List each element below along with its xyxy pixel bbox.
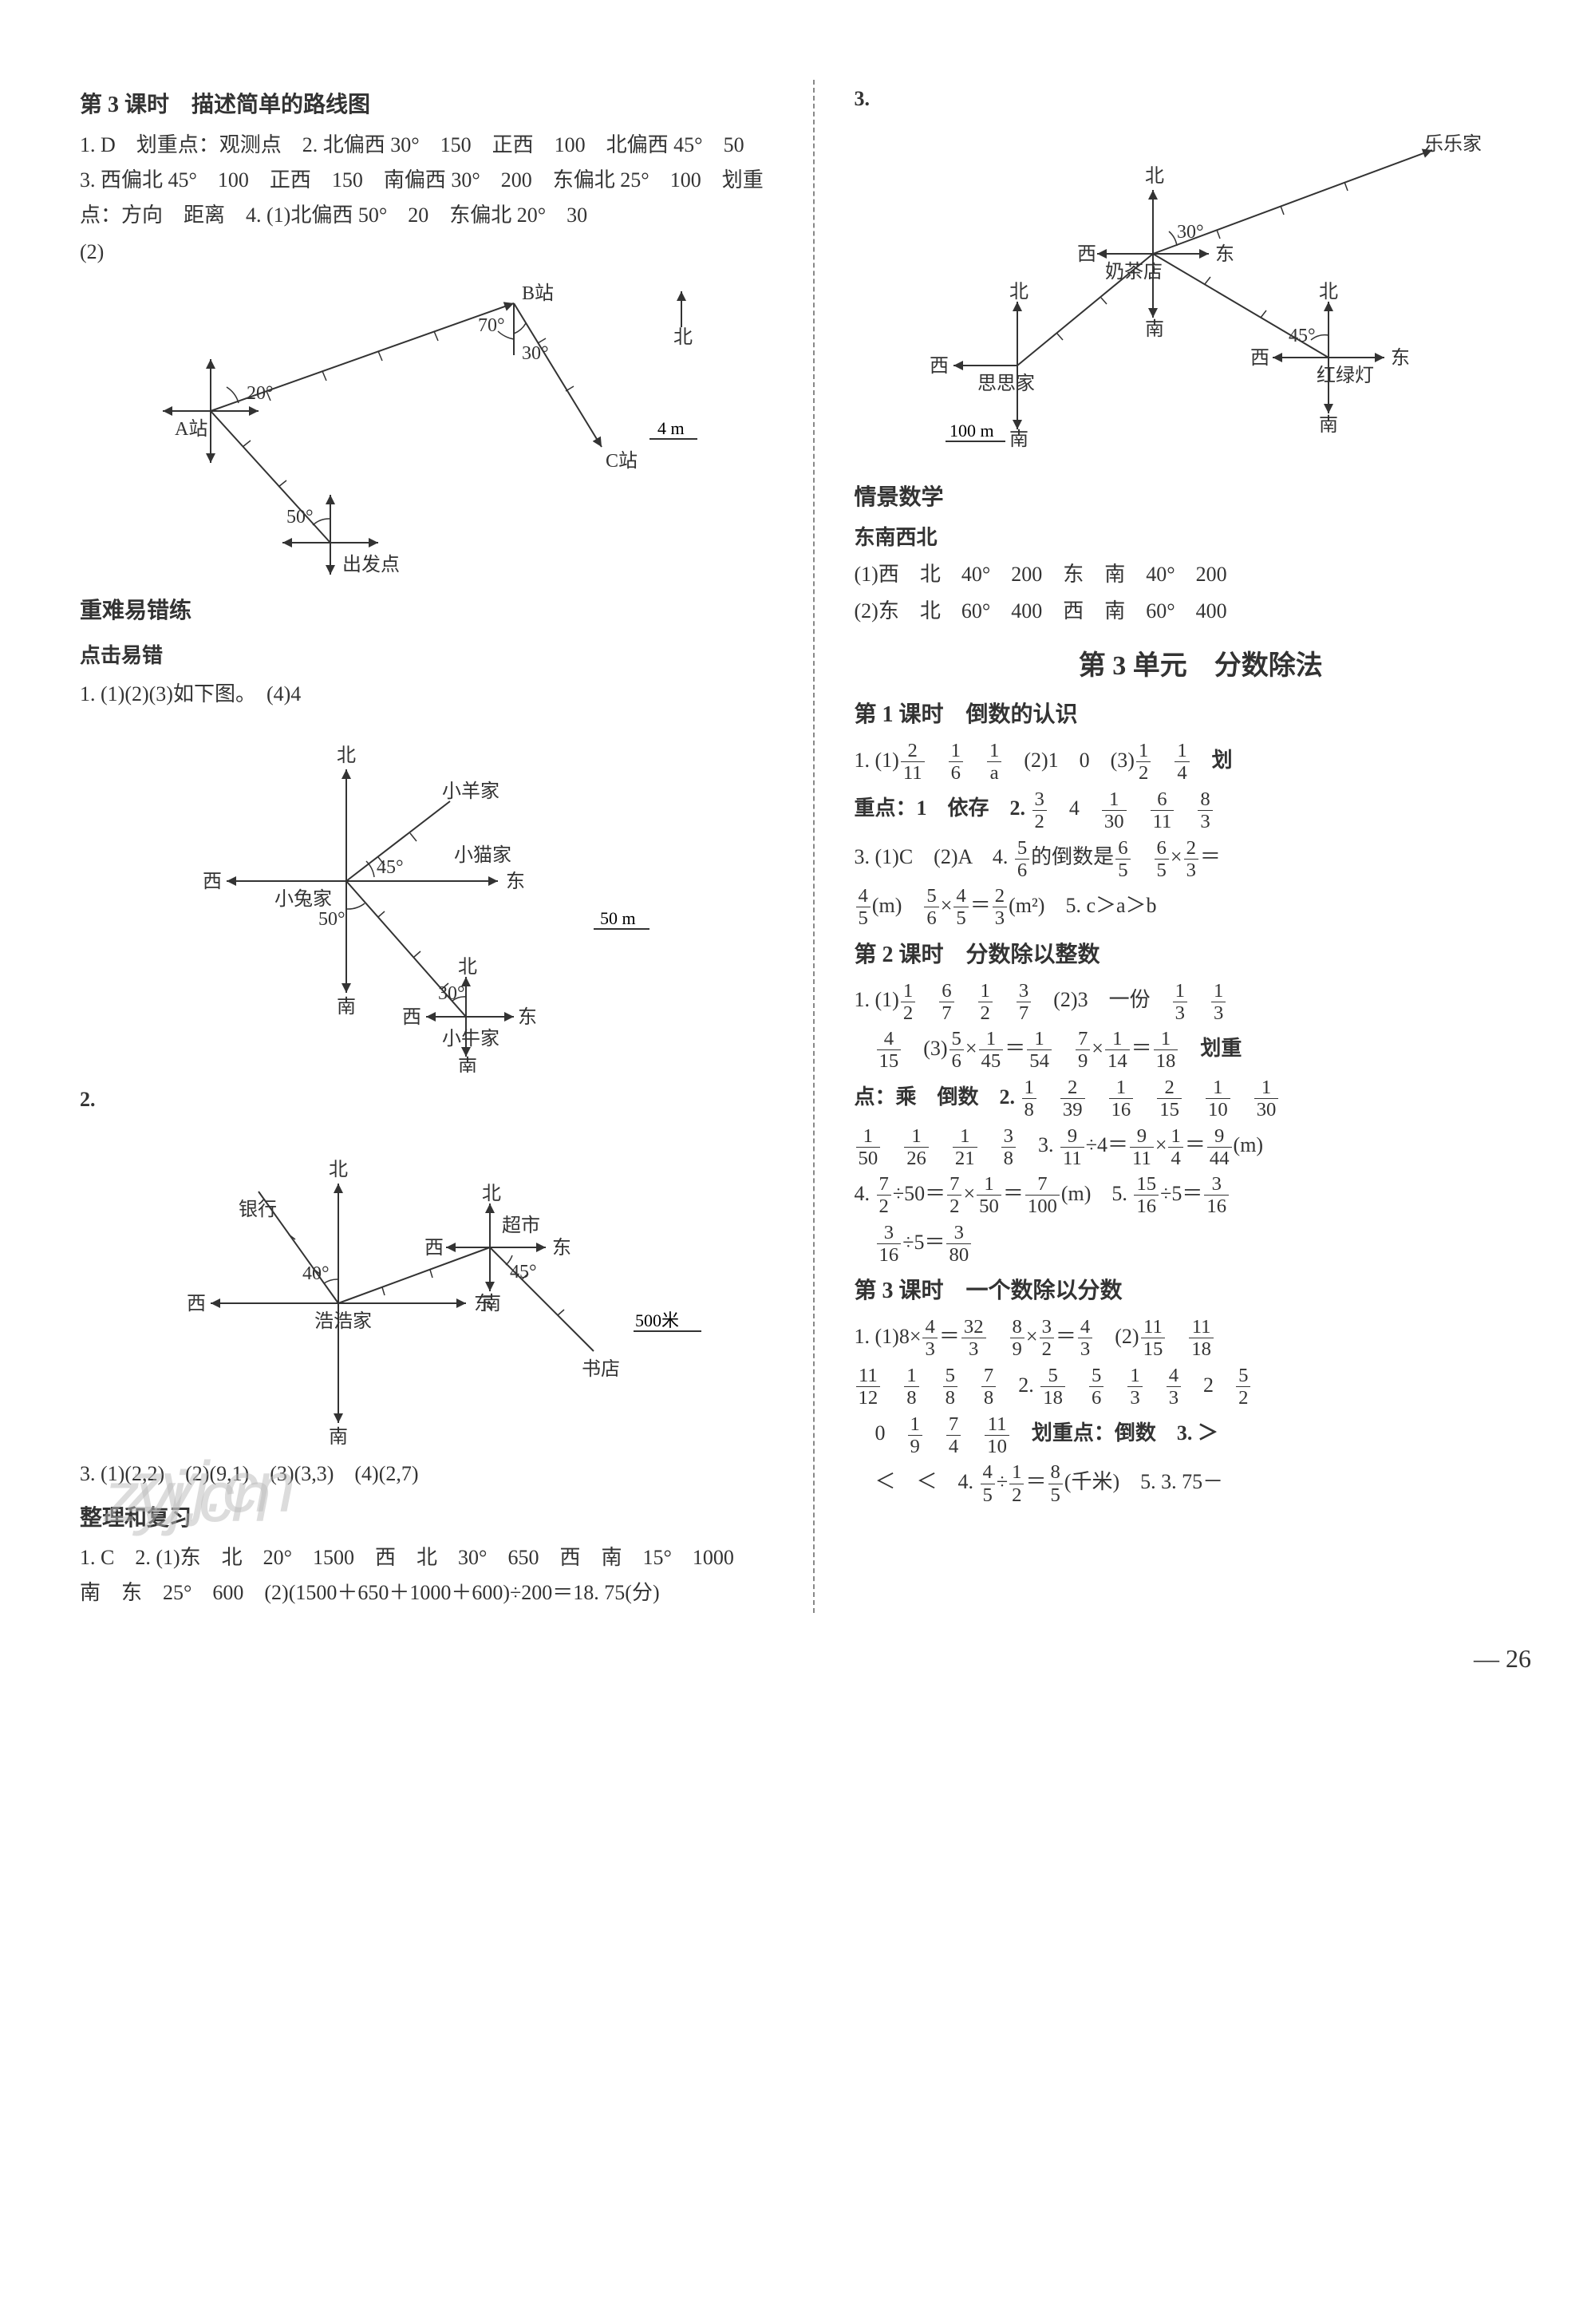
svg-text:北: 北 bbox=[329, 1159, 348, 1180]
svg-text:南: 南 bbox=[458, 1056, 477, 1073]
svg-text:红绿灯: 红绿灯 bbox=[1317, 365, 1374, 386]
svg-text:南: 南 bbox=[482, 1293, 501, 1314]
u3l2-p1: 1. (1)12 67 12 37 (2)3 一份 13 13 bbox=[855, 977, 1548, 1024]
svg-text:70°: 70° bbox=[478, 315, 505, 336]
svg-text:西: 西 bbox=[930, 356, 949, 377]
svg-text:东: 东 bbox=[1391, 347, 1410, 369]
u3l2-title: 第 2 课时 分数除以整数 bbox=[855, 936, 1548, 974]
review-body: 1. C 2. (1)东 北 20° 1500 西 北 30° 650 西 南 … bbox=[80, 1540, 773, 1611]
svg-text:50 m: 50 m bbox=[600, 908, 636, 928]
svg-text:4 m: 4 m bbox=[657, 418, 685, 438]
u3l3-p1: 1. (1)8×43＝323 89×32＝43 (2)1115 1118 bbox=[855, 1314, 1548, 1361]
svg-text:北: 北 bbox=[458, 956, 477, 978]
click-title: 点击易错 bbox=[80, 638, 773, 674]
q2-label: 2. bbox=[80, 1082, 773, 1117]
svg-text:浩浩家: 浩浩家 bbox=[314, 1310, 372, 1332]
svg-text:45°: 45° bbox=[510, 1262, 537, 1283]
svg-text:100 m: 100 m bbox=[949, 421, 994, 441]
diagram-animal-homes: 北 南 东 西 小兔家 小羊家 小猫家 小牛家 北 南 东 西 45° 50° … bbox=[123, 721, 729, 1073]
svg-text:南: 南 bbox=[337, 996, 356, 1018]
diagram-route-abc: A站 B站 C站 出发点 北 20° 70° 30° 50° 4 m bbox=[123, 279, 729, 583]
svg-text:45°: 45° bbox=[377, 857, 404, 878]
hard-title: 重难易错练 bbox=[80, 592, 773, 630]
item-2: (2) bbox=[80, 235, 773, 270]
svg-text:西: 西 bbox=[402, 1007, 421, 1028]
svg-text:西: 西 bbox=[203, 872, 222, 892]
u3l1-p2: 重点：1 依存 2. 32 4 130 611 83 bbox=[855, 785, 1548, 832]
page-number: — 26 bbox=[80, 1637, 1547, 1680]
svg-text:北: 北 bbox=[337, 745, 356, 766]
svg-text:东: 东 bbox=[506, 871, 525, 892]
svg-text:40°: 40° bbox=[302, 1263, 330, 1284]
svg-text:500米: 500米 bbox=[635, 1310, 679, 1330]
svg-text:思思家: 思思家 bbox=[977, 373, 1035, 394]
svg-text:超市: 超市 bbox=[502, 1215, 540, 1236]
svg-text:30°: 30° bbox=[1177, 222, 1204, 243]
svg-text:西: 西 bbox=[187, 1294, 206, 1314]
svg-text:30°: 30° bbox=[522, 343, 549, 364]
u3l3-p4: ＜ ＜ 4. 45÷12＝85(千米) 5. 3. 75－ bbox=[855, 1459, 1548, 1506]
svg-text:小猫家: 小猫家 bbox=[454, 844, 511, 866]
u3l3-p2: 1112 18 58 78 2. 518 56 13 43 2 52 bbox=[855, 1362, 1548, 1409]
svg-text:东: 东 bbox=[552, 1237, 571, 1259]
svg-text:南: 南 bbox=[1009, 429, 1028, 450]
u3l2-p4: 150 126 121 38 3. 911÷4＝911×14＝944(m) bbox=[855, 1122, 1548, 1169]
u3l2-p6: 316÷5＝380 bbox=[855, 1219, 1548, 1267]
scene-l2: (2)东 北 60° 400 西 南 60° 400 bbox=[855, 594, 1548, 629]
svg-text:小羊家: 小羊家 bbox=[442, 781, 499, 802]
svg-text:西: 西 bbox=[1250, 348, 1269, 369]
svg-text:C站: C站 bbox=[606, 450, 638, 472]
scene-l1: (1)西 北 40° 200 东 南 40° 200 bbox=[855, 557, 1548, 592]
svg-text:南: 南 bbox=[329, 1426, 348, 1447]
click-q1: 1. (1)(2)(3)如下图。 (4)4 bbox=[80, 677, 773, 712]
unit-title: 第 3 单元 分数除法 bbox=[855, 643, 1548, 690]
svg-text:西: 西 bbox=[1077, 244, 1096, 265]
svg-text:奶茶店: 奶茶店 bbox=[1105, 261, 1163, 283]
svg-text:小牛家: 小牛家 bbox=[442, 1028, 499, 1049]
svg-text:南: 南 bbox=[1319, 414, 1338, 436]
u3l1-p4: 45(m) 56×45＝23(m²) 5. c＞a＞b bbox=[855, 883, 1548, 930]
svg-text:北: 北 bbox=[1009, 281, 1028, 302]
u3l1-p3: 3. (1)C (2)A 4. 56的倒数是65 65×23＝ bbox=[855, 834, 1548, 881]
svg-text:B站: B站 bbox=[522, 283, 554, 304]
diagram-lele: 北 南 东 西 北 南 西 北 南 东 西 乐乐家 奶茶店 思思家 红绿灯 30… bbox=[874, 126, 1528, 469]
u3l1-title: 第 1 课时 倒数的认识 bbox=[855, 696, 1548, 734]
svg-text:小兔家: 小兔家 bbox=[274, 888, 332, 910]
u3l2-p3: 点：乘 倒数 2. 18 239 116 215 110 130 bbox=[855, 1074, 1548, 1121]
u3l2-p2: 415 (3)56×145＝154 79×114＝118 划重 bbox=[855, 1026, 1548, 1073]
svg-text:东: 东 bbox=[1215, 243, 1234, 265]
svg-text:书店: 书店 bbox=[582, 1358, 620, 1380]
scene-title: 情景数学 bbox=[855, 479, 1548, 517]
diagram-haohao: 北 南 东 西 银行 超市 浩浩家 书店 北 南 东 西 40° 45° 500… bbox=[115, 1128, 737, 1447]
column-divider bbox=[813, 80, 815, 1613]
svg-text:A站: A站 bbox=[175, 418, 207, 440]
svg-text:乐乐家: 乐乐家 bbox=[1424, 133, 1482, 155]
svg-text:20°: 20° bbox=[247, 383, 274, 404]
review-title: 整理和复习 bbox=[80, 1500, 773, 1538]
svg-text:50°: 50° bbox=[318, 909, 345, 930]
svg-text:银行: 银行 bbox=[239, 1199, 277, 1220]
scene-sub: 东南西北 bbox=[855, 520, 1548, 555]
u3l3-p3: 0 19 74 1110 划重点：倒数 3. ＞ bbox=[855, 1410, 1548, 1457]
u3l2-p5: 4. 72÷50＝72×150＝7100(m) 5. 1516÷5＝316 bbox=[855, 1171, 1548, 1218]
svg-text:南: 南 bbox=[1145, 318, 1164, 340]
svg-text:西: 西 bbox=[424, 1238, 444, 1259]
svg-text:东: 东 bbox=[518, 1006, 537, 1028]
svg-text:50°: 50° bbox=[286, 507, 314, 528]
svg-text:北: 北 bbox=[482, 1183, 501, 1204]
q3-label: 3. bbox=[855, 81, 1548, 117]
u3l3-title: 第 3 课时 一个数除以分数 bbox=[855, 1272, 1548, 1310]
lesson-title: 第 3 课时 描述简单的路线图 bbox=[80, 86, 773, 125]
u3l1-p1: 1. (1)211 16 1a (2)1 0 (3)12 14 划 bbox=[855, 737, 1548, 785]
svg-text:北: 北 bbox=[673, 326, 693, 348]
svg-text:45°: 45° bbox=[1289, 326, 1316, 346]
svg-text:北: 北 bbox=[1145, 165, 1164, 187]
lesson-body: 1. D 划重点：观测点 2. 北偏西 30° 150 正西 100 北偏西 4… bbox=[80, 128, 773, 234]
q3: 3. (1)(2,2) (2)(9,1) (3)(3,3) (4)(2,7) bbox=[80, 1456, 773, 1492]
svg-text:30°: 30° bbox=[438, 983, 465, 1004]
svg-text:北: 北 bbox=[1319, 281, 1338, 302]
svg-text:出发点: 出发点 bbox=[342, 554, 400, 575]
